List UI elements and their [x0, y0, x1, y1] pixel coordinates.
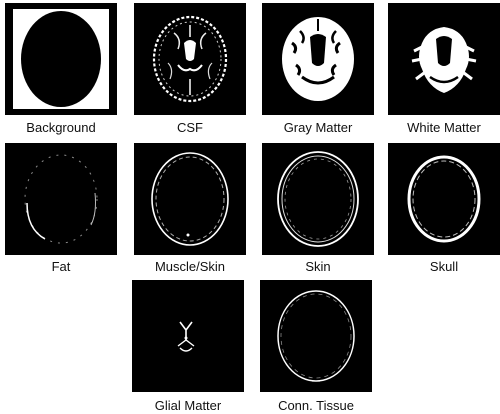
csf-image [134, 3, 246, 115]
white-matter-image [388, 3, 500, 115]
gray-matter-image [262, 3, 374, 115]
gray-matter-label: Gray Matter [283, 120, 353, 135]
conn-tissue-label: Conn. Tissue [278, 398, 354, 413]
skin-image [262, 143, 374, 255]
conn-tissue-image [260, 280, 372, 392]
muscle-skin-label: Muscle/Skin [154, 259, 226, 274]
background-image [5, 3, 117, 115]
glial-matter-label: Glial Matter [154, 398, 222, 413]
muscle-skin-image [134, 143, 246, 255]
csf-label: CSF [177, 120, 203, 135]
white-matter-label: White Matter [407, 120, 481, 135]
skull-image [388, 143, 500, 255]
fat-label: Fat [51, 259, 71, 274]
background-label: Background [26, 120, 96, 135]
glial-matter-image [132, 280, 244, 392]
fat-image [5, 143, 117, 255]
skull-label: Skull [429, 259, 459, 274]
skin-label: Skin [305, 259, 331, 274]
